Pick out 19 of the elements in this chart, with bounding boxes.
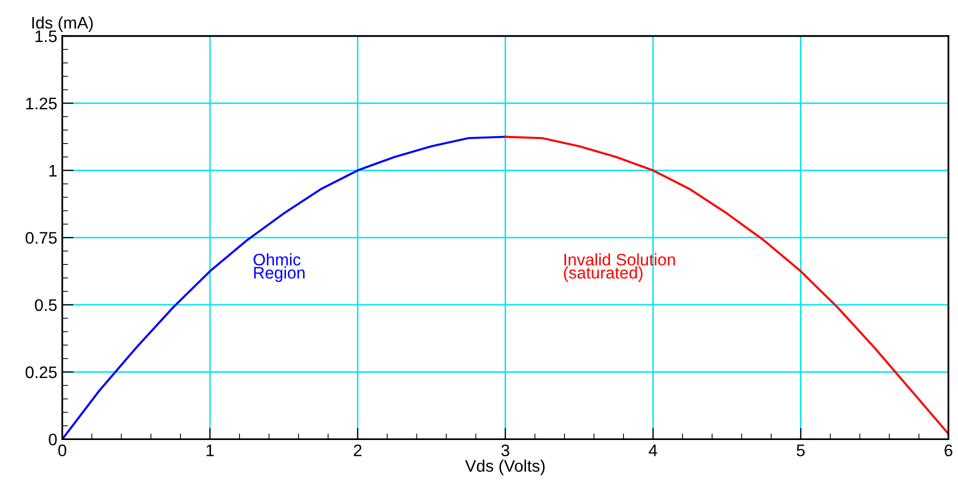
y-tick-label: 1.25	[26, 98, 57, 110]
x-axis-title: Vds (Volts)	[465, 460, 545, 476]
y-tick-label: 1	[49, 164, 57, 176]
y-tick-label: 0	[48, 434, 57, 446]
x-tick-label: 6	[944, 444, 952, 456]
line-series	[62, 136, 506, 440]
x-tick-label: 2	[354, 444, 362, 456]
x-tick-label: 4	[648, 444, 658, 456]
x-tick-label: 0	[58, 444, 66, 456]
x-tick-label: 5	[796, 444, 805, 456]
y-tick-label: 0.5	[34, 299, 57, 312]
y-tick-label: 0.25	[26, 366, 57, 378]
y-axis-title: Ids (mA)	[32, 16, 93, 32]
annotation: Ohmic Region	[254, 253, 305, 282]
x-tick-label: 3	[501, 444, 510, 456]
y-tick-label: 1.5	[36, 30, 57, 42]
y-tick-label: 0.75	[26, 232, 57, 244]
line-series	[504, 136, 948, 435]
x-tick-label: 1	[206, 444, 214, 456]
